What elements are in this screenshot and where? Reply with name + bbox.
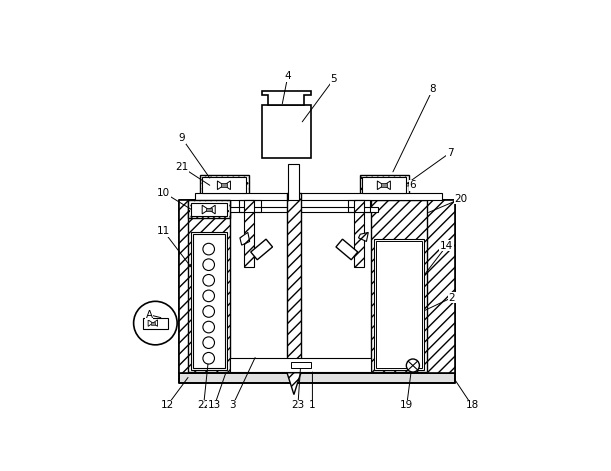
Polygon shape [240, 232, 250, 245]
Bar [192, 234, 225, 368]
Polygon shape [224, 181, 230, 190]
Text: 8: 8 [430, 84, 436, 94]
Bar [376, 241, 422, 368]
Text: 19: 19 [400, 400, 413, 410]
Text: 4: 4 [285, 72, 291, 81]
Bar [288, 164, 299, 201]
Polygon shape [262, 91, 310, 106]
Bar [179, 373, 455, 383]
Circle shape [203, 244, 214, 255]
Bar [262, 106, 310, 158]
Circle shape [203, 259, 214, 270]
Bar [354, 201, 364, 267]
Polygon shape [359, 232, 368, 242]
Text: 23: 23 [291, 400, 304, 410]
Bar [359, 176, 409, 195]
Text: 1: 1 [309, 400, 316, 410]
Circle shape [203, 321, 214, 333]
Circle shape [203, 337, 214, 349]
Text: 10: 10 [157, 187, 170, 197]
Text: 12: 12 [161, 400, 174, 410]
Text: 9: 9 [178, 133, 185, 143]
Bar [202, 177, 246, 193]
Bar [151, 322, 155, 325]
Bar [191, 203, 227, 217]
Bar [230, 207, 378, 212]
Bar [191, 232, 227, 370]
Polygon shape [378, 181, 384, 190]
Bar [206, 208, 211, 211]
Bar [200, 176, 249, 195]
Bar [244, 201, 254, 267]
Polygon shape [202, 205, 209, 214]
Bar [179, 201, 196, 373]
Text: 11: 11 [157, 227, 170, 236]
Circle shape [203, 306, 214, 317]
Circle shape [203, 290, 214, 302]
Bar [188, 201, 230, 372]
Text: 18: 18 [466, 400, 478, 410]
Circle shape [406, 359, 419, 372]
Circle shape [203, 352, 214, 364]
Text: 6: 6 [409, 180, 416, 190]
Bar [371, 201, 427, 372]
Text: 21: 21 [175, 162, 188, 172]
Bar [381, 183, 387, 187]
Bar [230, 358, 371, 372]
Text: 13: 13 [208, 400, 221, 410]
Polygon shape [218, 181, 224, 190]
Bar [287, 193, 301, 373]
Bar [221, 183, 227, 187]
Text: 20: 20 [455, 194, 467, 203]
Polygon shape [384, 181, 390, 190]
Bar [143, 317, 168, 329]
Bar [348, 201, 370, 212]
Text: 5: 5 [331, 74, 337, 84]
Bar [427, 201, 455, 373]
Bar [239, 201, 260, 212]
Bar [374, 239, 425, 370]
Bar [362, 177, 406, 193]
Polygon shape [148, 320, 153, 326]
Text: 22: 22 [197, 400, 210, 410]
Text: 2: 2 [448, 292, 455, 303]
Circle shape [134, 301, 177, 345]
Circle shape [203, 275, 214, 286]
Text: 14: 14 [440, 241, 453, 251]
Text: 7: 7 [447, 147, 453, 158]
Text: 3: 3 [229, 400, 236, 410]
Polygon shape [336, 239, 358, 260]
Bar [196, 193, 442, 201]
Polygon shape [209, 205, 215, 214]
Polygon shape [251, 239, 273, 260]
Bar [188, 201, 230, 218]
Polygon shape [153, 320, 158, 326]
Polygon shape [287, 373, 301, 395]
Bar [291, 362, 310, 368]
Text: A: A [145, 310, 153, 320]
